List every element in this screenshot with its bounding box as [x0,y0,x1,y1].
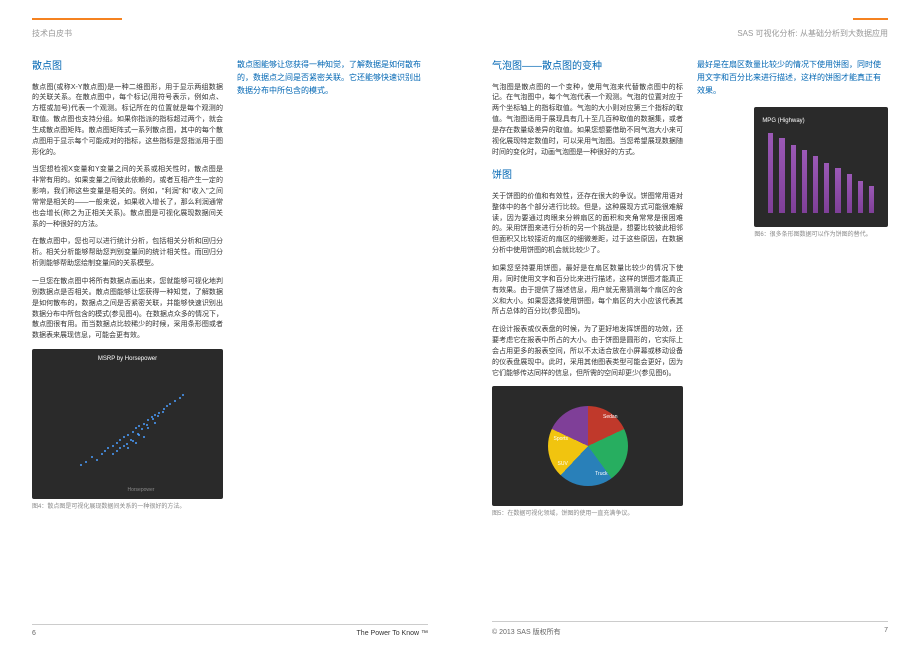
para: 散点图(或称X-Y散点图)是一种二维图形，用于显示两组数据的关联关系。在散点图中… [32,83,223,159]
left-page: 技术白皮书 散点图 散点图(或称X-Y散点图)是一种二维图形，用于显示两组数据的… [0,0,460,651]
callout-text: 散点图能够让您获得一种知觉，了解数据是如何散布的，数据点之间是否紧密关联。它还能… [237,59,428,97]
scatter-chart: MSRP by Horsepower Horsepower [32,349,223,499]
col-3: 气泡图——散点图的变种 气泡图是散点图的一个变种，使用气泡来代替散点图中的标记。… [492,59,683,633]
right-columns: 气泡图——散点图的变种 气泡图是散点图的一个变种，使用气泡来代替散点图中的标记。… [492,59,888,633]
col-2: 散点图能够让您获得一种知觉，了解数据是如何散布的，数据点之间是否紧密关联。它还能… [237,59,428,633]
para: 在设计报表或仪表盘的时候，为了更好地发挥饼图的功效，还要考虑它在报表中所占的大小… [492,325,683,379]
col-4: 最好是在扇区数量比较少的情况下使用饼图，同时使用文字和百分比来进行描述，这样的饼… [697,59,888,633]
copyright: © 2013 SAS 版权所有 [492,627,561,637]
bars-area [762,133,880,213]
para: 如果您坚持要用饼图，最好是在扇区数量比较少的情况下使用，同时使用文字和百分比来进… [492,264,683,318]
pie-graphic: Sedan Sports SUV Truck [548,406,628,486]
col-1: 散点图 散点图(或称X-Y散点图)是一种二维图形，用于显示两组数据的关联关系。在… [32,59,223,633]
para: 一旦您在散点图中将所有数据点画出来，您就能够可视化地判别数据点是否相关。散点图能… [32,277,223,342]
accent-bar [853,18,888,20]
bubble-title: 气泡图——散点图的变种 [492,59,683,75]
bar-caption: 图6：很多条形图数据可以作为饼图的替代。 [754,231,888,240]
right-page: SAS 可视化分析: 从基础分析到大数据应用 气泡图——散点图的变种 气泡图是散… [460,0,920,651]
para: 关于饼图的价值和有效性，还存在很大的争议。饼图常用语对整体中的各个部分进行比较。… [492,192,683,257]
slice-label: Sedan [603,414,617,422]
para: 气泡图是散点图的一个变种，使用气泡来代替散点图中的标记。在气泡图中，每个气泡代表… [492,83,683,159]
footer-right: © 2013 SAS 版权所有 7 [492,621,888,637]
bar-title: MPG (Highway) [762,117,880,126]
chart-title: MSRP by Horsepower [98,355,157,364]
x-axis-label: Horsepower [128,487,155,495]
header-left: 技术白皮书 [32,28,428,39]
scatter-plot-area [57,369,213,481]
page-num: 7 [884,627,888,637]
left-columns: 散点图 散点图(或称X-Y散点图)是一种二维图形，用于显示两组数据的关联关系。在… [32,59,428,633]
header-right: SAS 可视化分析: 从基础分析到大数据应用 [492,28,888,39]
slice-label: Sports [554,436,568,444]
para: 在散点图中，您也可以进行统计分析，包括相关分析和回归分析。相关分析能够帮助您判别… [32,237,223,270]
scatter-caption: 图4：散点图是可视化展现数据间关系的一种很好的方法。 [32,503,223,512]
accent-bar [32,18,122,20]
callout-text: 最好是在扇区数量比较少的情况下使用饼图，同时使用文字和百分比来进行描述，这样的饼… [697,59,888,97]
slice-label: SUV [558,461,568,469]
pie-caption: 图5：在数据可视化领域，饼图的使用一直充满争议。 [492,510,683,519]
pie-chart: Sedan Sports SUV Truck [492,386,683,506]
para: 当您想检视X变量和Y变量之间的关系或相关性时，散点图是非常有用的。如果变量之间彼… [32,165,223,230]
page-num: 6 [32,630,36,637]
tagline: The Power To Know ™ [357,630,428,637]
pie-title: 饼图 [492,168,683,184]
slice-label: Truck [595,471,607,479]
scatter-title: 散点图 [32,59,223,75]
footer-left: 6 The Power To Know ™ [32,624,428,637]
pie-labels: Sedan Sports SUV Truck [548,406,628,486]
bar-chart: MPG (Highway) [754,107,888,227]
